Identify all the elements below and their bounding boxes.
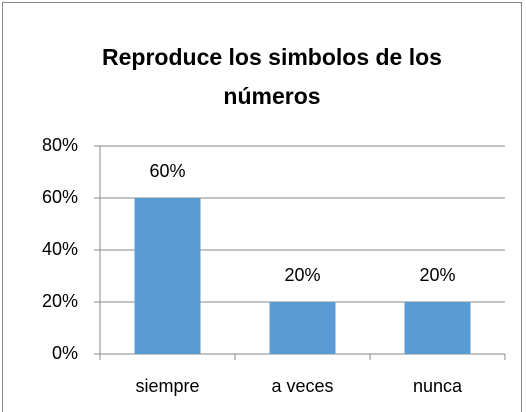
y-tick-label: 60% xyxy=(42,187,78,207)
value-label: 20% xyxy=(419,265,455,285)
bar xyxy=(134,198,201,354)
chart-title: Reproduce los simbolos de los números xyxy=(102,44,442,109)
x-tick-label: siempre xyxy=(135,376,199,396)
y-tick-label: 0% xyxy=(52,343,78,363)
y-tick-label: 80% xyxy=(42,135,78,155)
y-tick-label: 40% xyxy=(42,239,78,259)
y-tick-label: 20% xyxy=(42,291,78,311)
value-label: 60% xyxy=(149,161,185,181)
value-label: 20% xyxy=(284,265,320,285)
x-tick-label: nunca xyxy=(413,376,463,396)
bar xyxy=(404,302,471,354)
x-tick-label: a veces xyxy=(271,376,333,396)
bar xyxy=(269,302,336,354)
